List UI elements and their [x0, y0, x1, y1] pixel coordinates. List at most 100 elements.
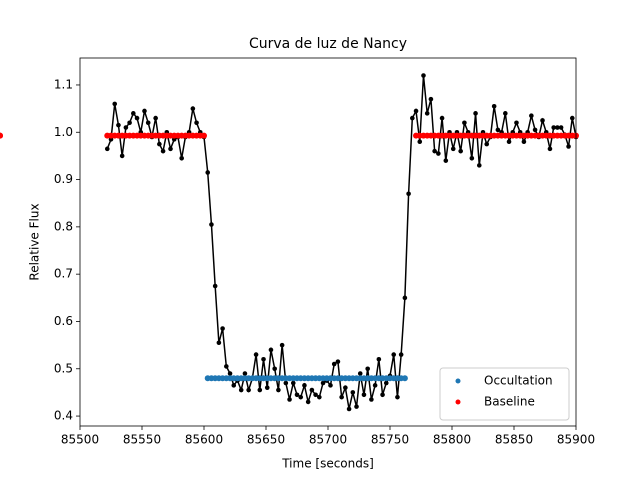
legend-label: Baseline: [484, 395, 535, 409]
data-point: [0, 132, 3, 139]
legend-marker: [455, 378, 461, 384]
data-point: [279, 342, 285, 348]
data-point: [157, 141, 162, 147]
data-point: [131, 111, 136, 116]
data-point: [253, 352, 259, 357]
y-tick-label: 0.4: [54, 409, 73, 423]
data-point: [424, 111, 430, 116]
data-point: [469, 155, 475, 161]
data-point: [298, 394, 304, 400]
data-point: [491, 103, 497, 109]
data-point: [168, 146, 173, 152]
data-point: [112, 101, 118, 107]
data-point: [532, 127, 538, 133]
x-tick-label: 85800: [433, 433, 471, 447]
data-point: [391, 352, 397, 357]
y-tick-label: 0.7: [54, 267, 73, 281]
data-point: [179, 155, 184, 161]
data-point: [238, 387, 244, 393]
x-tick-label: 85550: [123, 433, 161, 447]
data-point: [272, 366, 277, 372]
data-point: [547, 146, 553, 152]
data-point: [127, 120, 132, 126]
data-point: [290, 380, 296, 386]
data-point: [458, 148, 463, 154]
x-tick-label: 85650: [247, 433, 285, 447]
data-point: [350, 390, 356, 395]
data-point: [205, 170, 211, 175]
data-point: [264, 385, 270, 390]
data-point: [190, 106, 196, 111]
data-point: [521, 139, 527, 145]
data-point: [331, 361, 337, 367]
data-point: [506, 139, 512, 145]
data-point: [142, 108, 147, 114]
data-point: [432, 148, 437, 154]
data-point: [484, 141, 490, 147]
x-tick-label: 85850: [495, 433, 533, 447]
data-point: [261, 357, 266, 362]
data-point: [339, 394, 344, 400]
data-point: [343, 385, 348, 390]
legend-label: Occultation: [484, 374, 553, 388]
y-axis-label: Relative Flux: [28, 203, 42, 280]
legend-marker: [455, 399, 461, 405]
data-point: [294, 392, 300, 398]
data-point: [328, 383, 333, 388]
data-point: [372, 383, 378, 388]
data-point: [406, 191, 411, 197]
x-tick-label: 85600: [185, 433, 223, 447]
data-point: [380, 392, 385, 398]
data-point: [242, 371, 248, 376]
data-point: [145, 120, 151, 126]
data-point: [220, 326, 225, 331]
x-tick-label: 85750: [371, 433, 409, 447]
data-point: [104, 146, 110, 152]
data-point: [402, 295, 408, 301]
y-tick-label: 0.9: [54, 172, 73, 186]
data-point: [354, 404, 359, 409]
data-point: [227, 371, 233, 376]
data-point: [201, 132, 207, 139]
data-point: [365, 366, 370, 372]
data-point: [317, 394, 322, 400]
y-tick-label: 1.0: [54, 125, 73, 139]
data-point: [428, 96, 434, 102]
data-point: [443, 158, 449, 163]
data-point: [320, 380, 326, 386]
data-point: [555, 125, 560, 130]
data-point: [473, 111, 478, 116]
data-point: [346, 406, 352, 412]
data-point: [287, 397, 292, 402]
data-point: [246, 387, 251, 393]
data-point: [421, 73, 426, 78]
x-tick-label: 85500: [61, 433, 99, 447]
data-point: [401, 375, 408, 382]
data-point: [410, 115, 415, 121]
data-point: [551, 125, 556, 130]
data-point: [224, 364, 229, 369]
data-point: [268, 347, 274, 353]
legend-box: [439, 367, 570, 421]
data-point: [569, 115, 575, 121]
chart-title: Curva de luz de Nancy: [249, 36, 407, 52]
data-point: [540, 118, 545, 123]
data-point: [116, 122, 121, 128]
data-point: [231, 383, 237, 388]
data-point: [153, 115, 158, 121]
x-tick-label: 85700: [309, 433, 347, 447]
data-point: [212, 283, 218, 289]
data-point: [257, 387, 263, 393]
y-tick-label: 1.1: [54, 77, 73, 91]
data-point: [476, 163, 482, 168]
data-point: [357, 371, 363, 376]
data-point: [302, 383, 307, 388]
data-point: [450, 146, 456, 152]
data-point: [209, 222, 214, 227]
data-point: [413, 108, 419, 114]
data-point: [436, 151, 441, 156]
data-point: [134, 115, 140, 121]
data-point: [305, 399, 311, 405]
data-point: [398, 352, 404, 357]
